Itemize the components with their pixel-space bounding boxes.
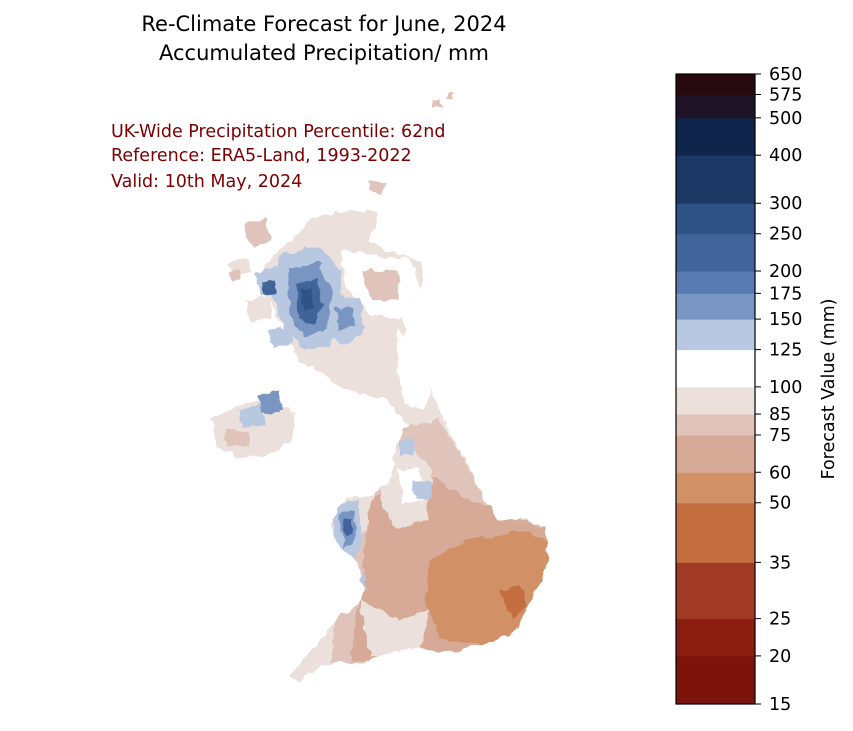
colorbar-bands <box>676 74 755 705</box>
colorbar-tick-label: 20 <box>769 647 791 667</box>
colorbar-band <box>676 293 755 320</box>
colorbar-tick-label: 125 <box>769 341 802 361</box>
colorbar-band <box>676 74 755 95</box>
colorbar-tick-label: 400 <box>769 146 802 166</box>
colorbar-tick-label: 300 <box>769 194 802 214</box>
colorbar-band <box>676 386 755 415</box>
colorbar-band <box>676 349 755 388</box>
chart-subtitle: Accumulated Precipitation/ mm <box>159 41 489 65</box>
colorbar-tick-label: 85 <box>769 405 791 425</box>
colorbar-tick-label: 500 <box>769 109 802 129</box>
colorbar-band <box>676 434 755 473</box>
colorbar-band <box>676 618 755 657</box>
colorbar-tick-label: 35 <box>769 553 791 573</box>
colorbar-tick-label: 150 <box>769 310 802 330</box>
valid-date-annotation: Valid: 10th May, 2024 <box>111 172 303 192</box>
colorbar-band <box>676 414 755 436</box>
colorbar-band <box>676 502 755 563</box>
colorbar-tick-label: 575 <box>769 85 802 105</box>
colorbar-band <box>676 472 755 504</box>
colorbar-band <box>676 203 755 235</box>
colorbar-tick-label: 175 <box>769 284 802 304</box>
colorbar-frame <box>675 73 756 705</box>
colorbar-label: Forecast Value (mm) <box>819 299 839 480</box>
colorbar-tick-label: 60 <box>769 463 791 483</box>
colorbar-tick-label: 25 <box>769 610 791 630</box>
reference-annotation: Reference: ERA5-Land, 1993-2022 <box>111 146 412 166</box>
colorbar-band <box>676 155 755 204</box>
chart-title: Re-Climate Forecast for June, 2024 <box>141 12 507 36</box>
colorbar-tick-label: 50 <box>769 494 791 514</box>
colorbar-tick-label: 650 <box>769 65 802 85</box>
colorbar-band <box>676 655 755 705</box>
colorbar-tick-label: 15 <box>769 695 791 715</box>
colorbar-tick-label: 75 <box>769 426 791 446</box>
colorbar-tick-label: 250 <box>769 225 802 245</box>
colorbar-band <box>676 94 755 119</box>
colorbar-band <box>676 233 755 272</box>
colorbar-band <box>676 319 755 351</box>
colorbar-tick-label: 200 <box>769 262 802 282</box>
colorbar-band <box>676 271 755 294</box>
percentile-annotation: UK-Wide Precipitation Percentile: 62nd <box>111 122 446 142</box>
colorbar-band <box>676 117 755 156</box>
colorbar-band <box>676 562 755 620</box>
colorbar-tick-label: 100 <box>769 378 802 398</box>
